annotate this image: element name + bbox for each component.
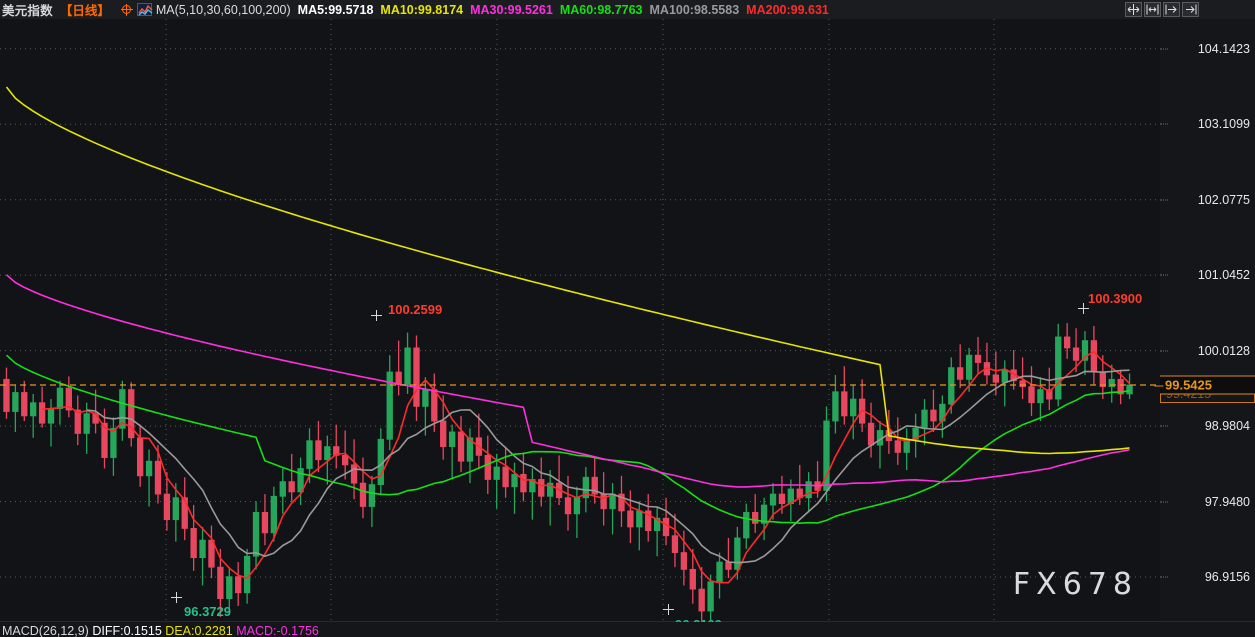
price-axis-tick: [1160, 199, 1168, 201]
ma5-value: MA5:99.5718: [297, 2, 374, 17]
macd-panel: MACD(26,12,9) DIFF:0.1515 DEA:0.2281 MAC…: [0, 622, 1255, 637]
swing-low-2-marker-icon: [663, 604, 674, 615]
price-axis-label: 100.0128: [1197, 343, 1250, 358]
swing-high-marker-icon: [371, 310, 382, 321]
recent-high-marker-icon: [1078, 303, 1089, 314]
macd-definition: MACD(26,12,9): [2, 624, 89, 637]
macd-diff-value: DIFF:0.1515: [92, 624, 162, 637]
price-axis-tick: [1160, 576, 1168, 578]
scroll-to-latest-icon[interactable]: [1182, 2, 1199, 17]
candlestick-svg: [0, 19, 1160, 622]
price-axis-label: 102.0775: [1197, 192, 1250, 207]
swing-low-2-label: 96.2109: [675, 617, 722, 622]
indicator-chart-icon[interactable]: [136, 3, 153, 16]
macd-dea-value: DEA:0.2281: [165, 624, 233, 637]
price-axis-tick: [1160, 350, 1168, 352]
price-axis-tick: [1160, 274, 1168, 276]
price-axis-label: 96.9156: [1204, 570, 1250, 584]
shrink-chart-icon[interactable]: [1144, 2, 1161, 17]
swing-high-label: 100.2599: [388, 302, 443, 317]
price-axis-tick: [1160, 425, 1168, 427]
price-axis-label: 97.9480: [1204, 494, 1250, 509]
swing-low-label: 96.3729: [184, 604, 231, 619]
chart-header: 美元指数 【日线】 MA(5,10,30,60,100,200) MA5:99.…: [0, 0, 1255, 19]
swing-low-marker-icon: [171, 592, 182, 603]
panel-divider: [0, 621, 1255, 622]
ma10-value: MA10:99.8174: [380, 2, 464, 17]
ma200-value: MA200:99.631: [746, 2, 829, 17]
price-chart-plot[interactable]: 100.2599 96.3729 96.2109 100.3900 FX678: [0, 19, 1160, 622]
price-axis-tick: [1160, 123, 1168, 125]
last-price-tag[interactable]: 99.5425: [1160, 375, 1255, 395]
macd-hist-value: MACD:-0.1756: [236, 624, 319, 637]
price-axis-tick: [1160, 48, 1168, 50]
symbol-name: 美元指数: [2, 4, 53, 18]
price-axis-label: 103.1099: [1197, 117, 1250, 132]
symbol-period[interactable]: 【日线】: [59, 4, 110, 18]
price-axis-label: 101.0452: [1197, 268, 1250, 283]
price-axis-label: 104.1423: [1197, 41, 1250, 56]
price-axis-label: 98.9804: [1204, 419, 1250, 434]
fit-width-icon[interactable]: [1125, 2, 1142, 17]
last-price-arrow-icon: ---: [1154, 378, 1164, 392]
macd-title: MACD(26,12,9) DIFF:0.1515 DEA:0.2281 MAC…: [2, 624, 319, 637]
ma60-value: MA60:98.7763: [559, 2, 643, 17]
ma30-value: MA30:99.5261: [470, 2, 553, 17]
ma100-value: MA100:98.5583: [649, 2, 740, 17]
recent-high-label: 100.3900: [1088, 291, 1143, 306]
ma-definition: MA(5,10,30,60,100,200): [155, 2, 291, 17]
price-axis-tick: [1160, 501, 1168, 503]
watermark: FX678: [1012, 567, 1138, 602]
crosshair-icon[interactable]: [120, 3, 133, 16]
price-axis[interactable]: 104.1423 103.1099 102.0775 101.0452 100.0128…: [1154, 19, 1255, 622]
expand-chart-icon[interactable]: [1163, 2, 1180, 17]
chart-toolbar: [1125, 2, 1199, 17]
